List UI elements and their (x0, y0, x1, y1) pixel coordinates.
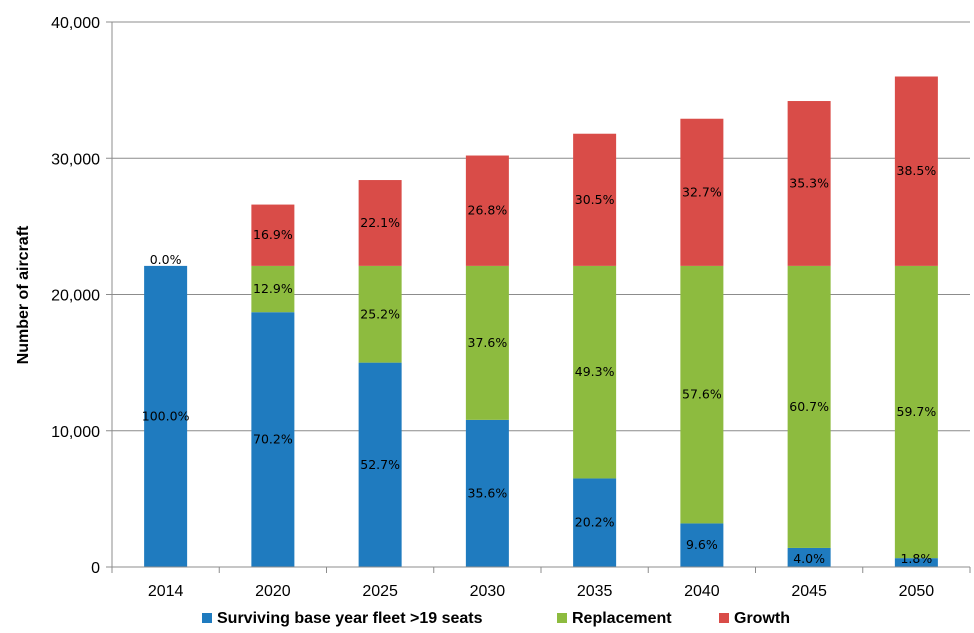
bar-segment (787, 101, 831, 266)
legend: Surviving base year fleet >19 seats Repla… (202, 610, 790, 627)
y-tick-label: 10,000 (51, 424, 100, 441)
segment-value-label: 22.1% (360, 215, 400, 230)
segment-value-label: 4.0% (793, 551, 825, 566)
y-axis-label: Number of aircraft (15, 225, 32, 364)
segment-value-label: 20.2% (575, 515, 615, 530)
bar-segment (894, 76, 938, 266)
segment-value-label: 100.0% (142, 408, 190, 423)
segment-value-label: 16.9% (253, 227, 293, 242)
segment-value-label: 26.8% (468, 203, 508, 218)
bar-segment (787, 547, 831, 567)
legend-label: Growth (734, 610, 790, 627)
legend-swatch (719, 613, 729, 623)
segment-value-label: 60.7% (789, 399, 829, 414)
segment-value-label: 37.6% (468, 335, 508, 350)
y-tick-label: 30,000 (51, 151, 100, 168)
bar-segment (894, 558, 938, 567)
bar-segment (894, 265, 938, 559)
bar-segment (680, 118, 724, 266)
bar-segment (573, 265, 617, 479)
segment-value-label: 1.8% (900, 551, 932, 566)
bar-segment (251, 204, 295, 266)
segment-value-label: 57.6% (682, 387, 722, 402)
bar-segment (465, 419, 509, 567)
segment-value-label: 32.7% (682, 184, 722, 199)
y-tick-label: 0 (91, 560, 100, 577)
bar-segment (787, 265, 831, 548)
x-tick-label: 2025 (362, 583, 398, 600)
x-tick-label: 2030 (470, 583, 506, 600)
x-tick-label: 2014 (148, 583, 184, 600)
legend-label: Surviving base year fleet >19 seats (217, 610, 483, 627)
x-tick-label: 2040 (684, 583, 720, 600)
segment-value-label: 59.7% (897, 404, 937, 419)
legend-swatch (557, 613, 567, 623)
bar-segment (358, 265, 402, 363)
x-tick-label: 2035 (577, 583, 613, 600)
legend-label: Replacement (572, 610, 672, 627)
bar-segment (680, 265, 724, 524)
bar-segment (358, 362, 402, 567)
segment-value-label: 35.3% (789, 175, 829, 190)
y-tick-label: 40,000 (51, 15, 100, 32)
segment-value-label: 30.5% (575, 192, 615, 207)
gridlines (112, 21, 970, 432)
bars (144, 76, 938, 567)
bar-segment (144, 265, 188, 567)
segment-labels: 100.0% 0.0% 70.2% 12.9% 16.9% 52.7% 25.2% 22.1%… (142, 163, 937, 566)
x-tick-label: 2045 (791, 583, 827, 600)
bar-segment (251, 312, 295, 567)
bar-segment (680, 523, 724, 567)
bar-segment (573, 133, 617, 266)
bar-segment (358, 180, 402, 266)
bar-segment (465, 155, 509, 266)
segment-value-label: 25.2% (360, 306, 400, 321)
x-tick-label: 2050 (899, 583, 935, 600)
segment-value-label: 35.6% (468, 485, 508, 500)
segment-value-label: 52.7% (360, 457, 400, 472)
segment-value-label: 0.0% (150, 252, 182, 267)
segment-value-label: 49.3% (575, 364, 615, 379)
x-tick-label: 2020 (255, 583, 291, 600)
axes: 0 10,000 20,000 30,000 40,000 2014 2020 2025 203… (51, 15, 971, 600)
segment-value-label: 9.6% (686, 537, 718, 552)
legend-swatch (202, 613, 212, 623)
y-tick-label: 20,000 (51, 288, 100, 305)
segment-value-label: 70.2% (253, 432, 293, 447)
segment-value-label: 38.5% (897, 163, 937, 178)
bar-segment (251, 265, 295, 313)
bar-segment (465, 265, 509, 420)
bar-segment (573, 478, 617, 567)
segment-value-label: 12.9% (253, 281, 293, 296)
